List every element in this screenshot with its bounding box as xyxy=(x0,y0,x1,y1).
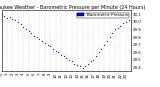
Point xyxy=(8,16,11,17)
Point xyxy=(27,30,30,32)
Point xyxy=(71,61,73,62)
Point xyxy=(119,25,122,26)
Point xyxy=(92,59,95,61)
Point xyxy=(106,40,108,42)
Point xyxy=(111,33,114,34)
Point xyxy=(22,27,24,28)
Point xyxy=(6,17,8,19)
Point xyxy=(127,20,130,21)
Point xyxy=(79,65,81,67)
Point xyxy=(60,54,62,55)
Point xyxy=(35,36,38,38)
Legend: Barometric Pressure: Barometric Pressure xyxy=(77,13,129,18)
Point xyxy=(84,65,87,67)
Point xyxy=(41,40,43,42)
Point xyxy=(11,18,14,19)
Point xyxy=(73,63,76,64)
Point xyxy=(108,36,111,38)
Point xyxy=(3,15,6,16)
Point xyxy=(52,48,54,49)
Point xyxy=(14,20,16,21)
Title: Milwaukee Weather - Barometric Pressure per Minute (24 Hours): Milwaukee Weather - Barometric Pressure … xyxy=(0,5,146,10)
Point xyxy=(46,44,49,45)
Point xyxy=(76,65,78,66)
Point xyxy=(116,27,119,29)
Point xyxy=(100,48,103,49)
Point xyxy=(103,44,105,45)
Point xyxy=(81,67,84,68)
Point xyxy=(65,58,68,59)
Point xyxy=(1,14,3,15)
Point xyxy=(33,35,35,36)
Point xyxy=(122,23,124,24)
Point xyxy=(57,52,60,53)
Point xyxy=(44,42,46,44)
Point xyxy=(87,63,89,64)
Point xyxy=(89,61,92,62)
Point xyxy=(68,59,70,61)
Point xyxy=(19,23,22,25)
Point xyxy=(62,55,65,57)
Point xyxy=(114,29,116,30)
Point xyxy=(97,52,100,53)
Point xyxy=(124,21,127,23)
Point xyxy=(95,55,97,57)
Point xyxy=(16,21,19,23)
Point xyxy=(25,29,27,30)
Point xyxy=(54,50,57,52)
Point xyxy=(30,33,33,34)
Point xyxy=(38,38,41,39)
Point xyxy=(49,46,52,47)
